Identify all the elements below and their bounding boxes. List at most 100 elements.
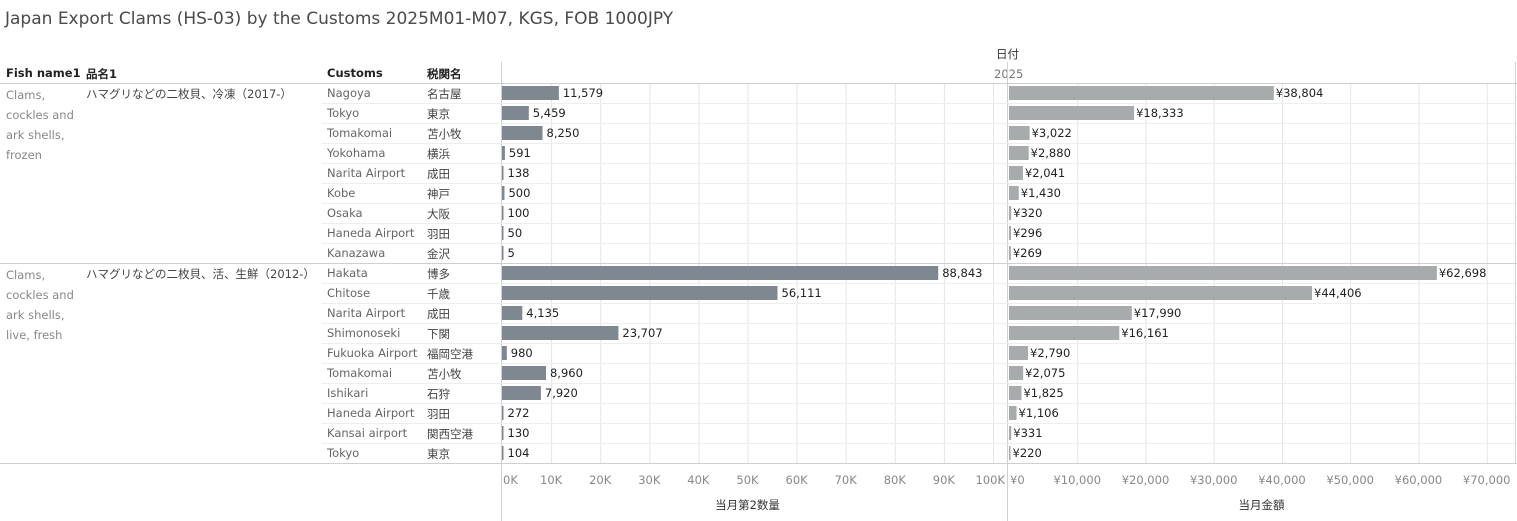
customs-name-jp: 大阪 — [427, 207, 450, 221]
qty-bar — [502, 106, 529, 120]
fish-name-line: cockles and — [6, 108, 74, 122]
amount-bar — [1009, 426, 1012, 440]
qty-axis-title: 当月第2数量 — [715, 498, 780, 512]
amount-bar — [1009, 266, 1437, 280]
amount-bar — [1009, 446, 1011, 460]
qty-value-label: 980 — [510, 346, 533, 360]
customs-name-jp: 東京 — [427, 107, 450, 121]
amount-bar — [1009, 166, 1023, 180]
amount-tick-label: ¥50,000 — [1326, 473, 1374, 487]
fish-name-line: Clams, — [6, 268, 46, 282]
fish-name-line: frozen — [6, 148, 42, 162]
qty-bar — [502, 266, 939, 280]
customs-name-jp: 関西空港 — [427, 427, 473, 441]
header-customs-jp: 税関名 — [427, 67, 462, 81]
qty-value-label: 130 — [507, 426, 530, 440]
qty-tick-label: 50K — [736, 473, 759, 487]
customs-name: Kobe — [327, 186, 356, 200]
qty-bar — [502, 186, 505, 200]
amount-value-label: ¥17,990 — [1133, 306, 1182, 320]
customs-name-jp: 金沢 — [427, 247, 450, 261]
amount-value-label: ¥16,161 — [1121, 326, 1169, 340]
amount-bar — [1009, 106, 1135, 120]
qty-bar — [502, 386, 541, 400]
amount-value-label: ¥2,790 — [1030, 346, 1071, 360]
qty-bar — [502, 206, 504, 220]
amount-value-label: ¥1,106 — [1018, 406, 1059, 420]
qty-value-label: 50 — [507, 226, 523, 240]
amount-axis-title: 当月金額 — [1238, 498, 1285, 512]
amount-tick-label: ¥20,000 — [1121, 473, 1170, 487]
amount-value-label: ¥2,880 — [1030, 146, 1071, 160]
qty-tick-label: 80K — [883, 473, 906, 487]
customs-name-jp: 成田 — [427, 307, 450, 321]
qty-value-label: 500 — [508, 186, 531, 200]
customs-name-jp: 羽田 — [427, 227, 450, 241]
amount-value-label: ¥2,075 — [1025, 366, 1066, 380]
customs-name: Hakata — [327, 266, 368, 280]
qty-value-label: 272 — [507, 406, 530, 420]
amount-value-label: ¥18,333 — [1136, 106, 1184, 120]
amount-bar — [1009, 286, 1313, 300]
chart-title: Japan Export Clams (HS-03) by the Custom… — [5, 9, 674, 29]
amount-tick-label: ¥30,000 — [1189, 473, 1238, 487]
customs-name-jp: 下関 — [427, 327, 450, 341]
qty-value-label: 88,843 — [942, 266, 983, 280]
amount-tick-label: ¥60,000 — [1394, 473, 1443, 487]
qty-bar — [502, 306, 523, 320]
qty-value-label: 4,135 — [526, 306, 560, 320]
customs-name: Fukuoka Airport — [327, 346, 418, 360]
amount-value-label: ¥220 — [1012, 446, 1042, 460]
fish-name-line: cockles and — [6, 288, 74, 302]
qty-value-label: 7,920 — [544, 386, 578, 400]
customs-name: Haneda Airport — [327, 406, 415, 420]
qty-bar — [502, 426, 504, 440]
qty-bar — [502, 246, 504, 260]
qty-tick-label: 0K — [503, 473, 518, 487]
amount-value-label: ¥296 — [1013, 226, 1043, 240]
qty-bar — [502, 166, 504, 180]
customs-name: Osaka — [327, 206, 363, 220]
customs-name-jp: 羽田 — [427, 407, 450, 421]
qty-bar — [502, 126, 543, 140]
amount-bar — [1009, 366, 1024, 380]
product-name: ハマグリなどの二枚貝、冷凍（2017-） — [86, 87, 292, 101]
amount-bar — [1009, 326, 1120, 340]
amount-value-label: ¥320 — [1013, 206, 1043, 220]
amount-bar — [1009, 126, 1030, 140]
customs-name-jp: 成田 — [427, 167, 450, 181]
customs-name-jp: 博多 — [427, 267, 450, 281]
header-product: 品名1 — [86, 67, 118, 81]
qty-tick-label: 30K — [638, 473, 661, 487]
amount-tick-label: ¥70,000 — [1462, 473, 1511, 487]
amount-bar — [1009, 186, 1019, 200]
qty-value-label: 8,250 — [546, 126, 580, 140]
qty-bar — [502, 226, 504, 240]
header-date-value: 2025 — [994, 67, 1024, 81]
amount-value-label: ¥1,825 — [1023, 386, 1064, 400]
customs-name: Kanazawa — [327, 246, 386, 260]
qty-bar — [502, 346, 507, 360]
customs-name-jp: 名古屋 — [427, 87, 462, 101]
qty-value-label: 5 — [507, 246, 515, 260]
amount-bar — [1009, 406, 1017, 420]
amount-bar — [1009, 226, 1012, 240]
customs-name: Haneda Airport — [327, 226, 415, 240]
qty-tick-label: 70K — [834, 473, 857, 487]
qty-bar — [502, 146, 505, 160]
customs-name-jp: 苫小牧 — [427, 127, 462, 141]
fish-name-line: live, fresh — [6, 328, 63, 342]
qty-bar — [502, 286, 778, 300]
customs-name: Tomakomai — [327, 366, 393, 380]
qty-bar — [502, 86, 559, 100]
qty-value-label: 56,111 — [781, 286, 822, 300]
amount-tick-label: ¥0 — [1010, 473, 1025, 487]
customs-name: Narita Airport — [327, 166, 406, 180]
qty-bar — [502, 446, 504, 460]
customs-name: Tokyo — [327, 106, 360, 120]
amount-bar — [1009, 346, 1029, 360]
qty-tick-label: 60K — [785, 473, 808, 487]
qty-tick-label: 100K — [975, 473, 1006, 487]
amount-value-label: ¥2,041 — [1024, 166, 1066, 180]
